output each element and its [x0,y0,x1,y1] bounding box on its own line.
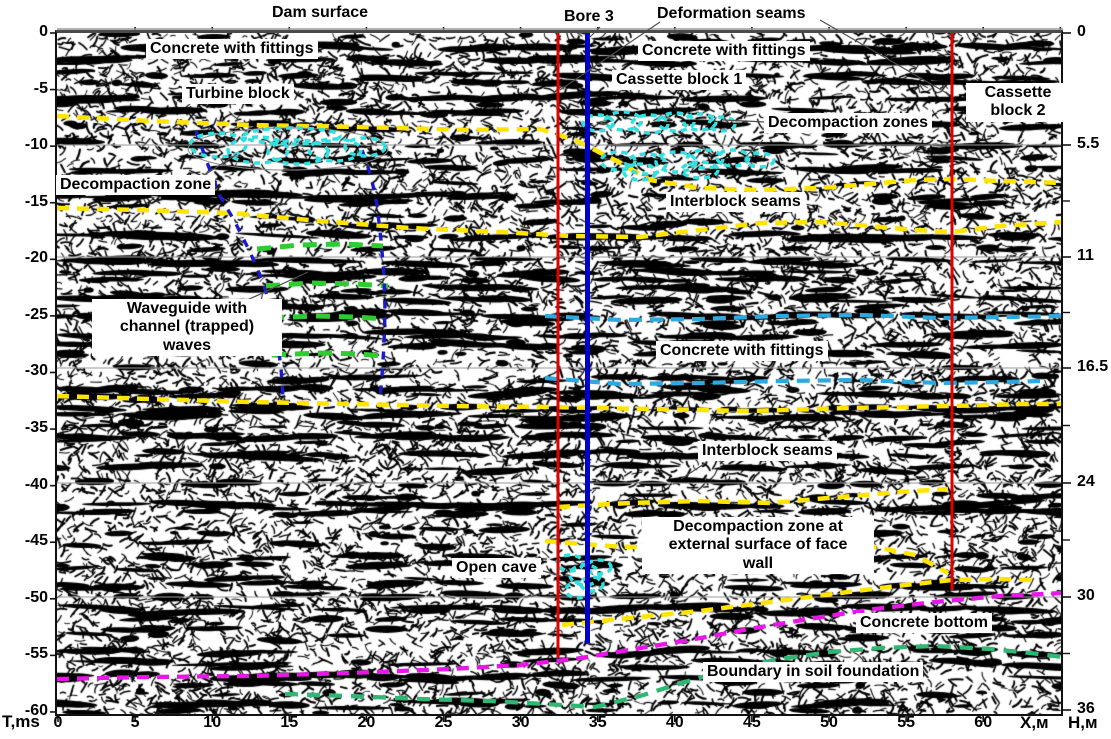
label-decompaction-zone: Decompaction zone [56,175,216,196]
label-interblock-seams-upper: Interblock seams [666,192,805,213]
bottom-tick-label: 45 [742,714,761,731]
left-tick-label: -60 [24,701,48,719]
label-dam-surface: Dam surface [272,4,369,21]
bottom-tick-label: 5 [130,714,140,731]
label-concrete-fittings-mid: Concrete with fittings [656,341,828,362]
bottom-tick-label: 15 [280,714,299,731]
bottom-tick-label: 10 [203,714,222,731]
bottom-tick-label: 50 [820,714,838,731]
label-interblock-seams-lower: Interblock seams [698,441,837,462]
bottom-tick-label: 30 [511,714,530,731]
label-turbine-block: Turbine block [182,84,294,105]
left-tick-label: -30 [24,362,48,380]
left-tick-label: -25 [24,305,48,323]
bottom-tick-label: 60 [974,714,993,731]
bottom-axis-unit: X,м [1020,713,1049,732]
bottom-tick-label: 0 [53,714,63,731]
bottom-tick-label: 25 [434,714,453,731]
right-tick-label: 0 [1077,23,1086,40]
bottom-tick-label: 35 [588,714,607,731]
label-cassette-block-1: Cassette block 1 [612,70,747,91]
right-tick-label: 36 [1077,700,1095,717]
right-tick-label: 11 [1077,247,1094,264]
label-decompaction-face-wall: Decompaction zone at external surface of… [642,517,874,575]
right-tick-label: 30 [1077,587,1095,604]
left-tick-label: -35 [24,419,48,437]
label-boundary-soil: Boundary in soil foundation [703,662,924,683]
label-concrete-fittings-left: Concrete with fittings [146,39,318,60]
left-tick-label: -45 [24,532,48,550]
bottom-tick-label: 55 [897,714,915,731]
bottom-tick-label: 20 [357,714,376,731]
left-tick-label: -55 [24,645,48,663]
label-decompaction-zones: Decompaction zones [764,113,933,134]
label-concrete-bottom: Concrete bottom [856,613,992,634]
label-cassette-block-2: Cassette block 2 [966,83,1070,122]
left-tick-label: -50 [24,588,48,606]
left-tick-label: -10 [24,136,48,154]
label-bore-3: Bore 3 [564,8,614,25]
left-tick-label: 0 [39,23,48,40]
label-deformation-seams: Deformation seams [657,5,806,22]
right-tick-label: 24 [1077,473,1095,490]
left-axis-unit: T,ms [2,712,40,731]
left-tick-label: -15 [24,192,48,210]
label-open-cave: Open cave [452,558,541,579]
bottom-tick-label: 40 [665,714,684,731]
label-waveguide: Waveguide with channel (trapped) waves [92,299,282,357]
right-axis-unit: H,м [1068,713,1098,732]
left-tick-label: -40 [24,475,48,493]
right-tick-label: 5.5 [1077,135,1100,152]
left-tick-label: -5 [33,79,48,97]
label-concrete-fittings-top: Concrete with fittings [638,41,810,62]
right-tick-label: 16.5 [1077,358,1109,375]
left-tick-label: -20 [24,249,48,267]
